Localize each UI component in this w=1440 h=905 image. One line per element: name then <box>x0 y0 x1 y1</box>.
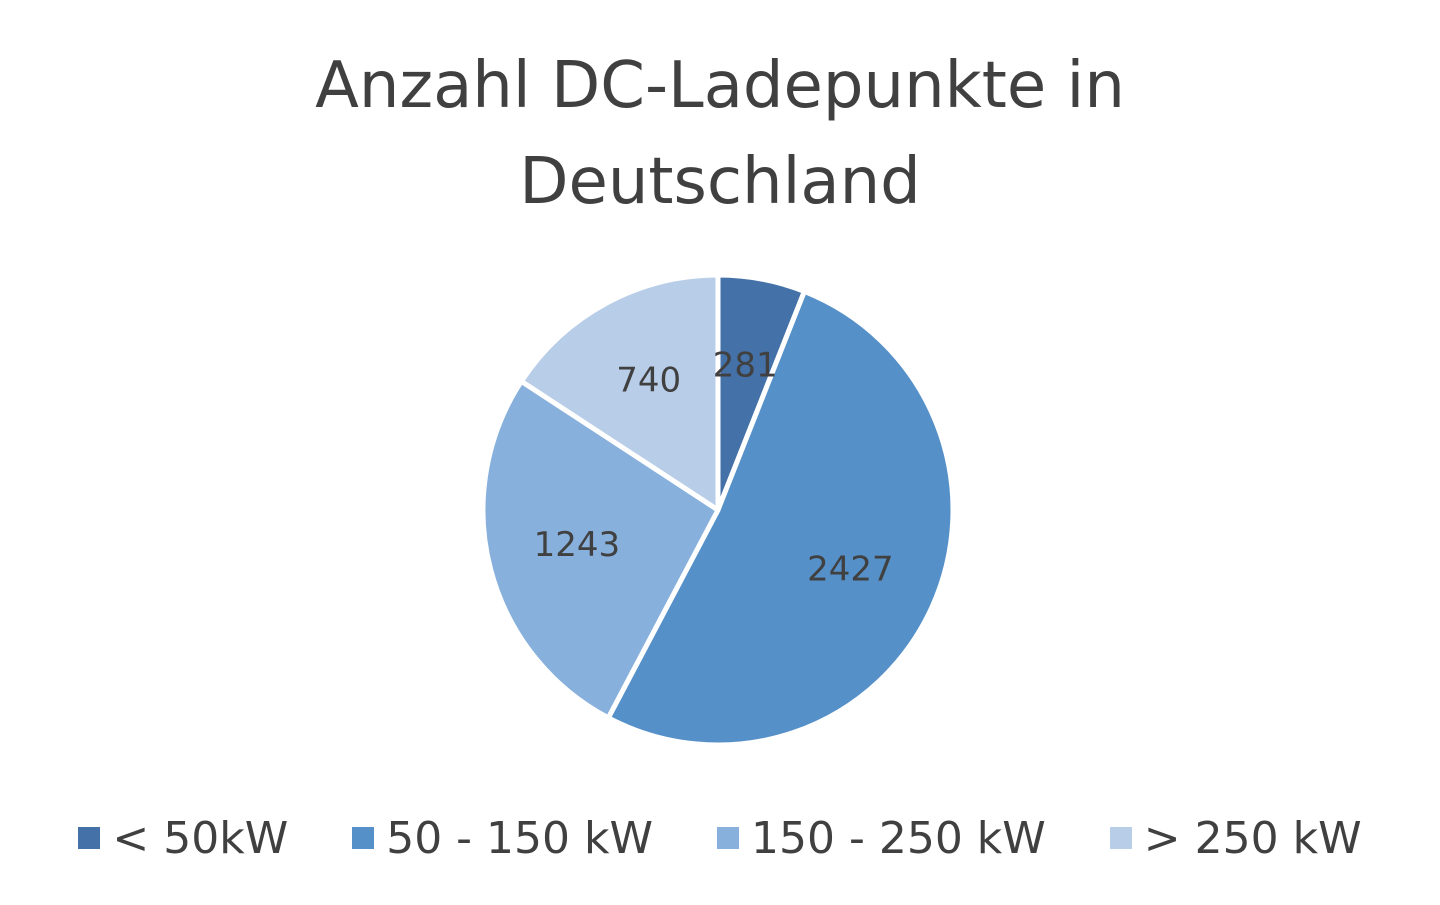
pie-slice-150-250-kw <box>480 378 721 721</box>
data-label-50kw: 281 <box>713 345 778 385</box>
data-label-50-150-kw: 2427 <box>807 549 894 589</box>
legend: < 50kW 50 - 150 kW 150 - 250 kW > 250 kW <box>0 810 1440 866</box>
legend-label-under-50kw: < 50kW <box>112 812 289 864</box>
pie-data-labels: 281 2427 1243 740 <box>534 345 894 589</box>
legend-item-150-250kw: 150 - 250 kW <box>717 813 1046 864</box>
legend-item-over-250kw: > 250 kW <box>1109 812 1362 864</box>
legend-label-150-250kw: 150 - 250 kW <box>751 812 1046 864</box>
chart-title-line-1: Anzahl DC-Ladepunkte in <box>315 49 1125 123</box>
legend-swatch-150-250kw <box>717 827 739 849</box>
legend-swatch-50-150kw <box>352 827 375 849</box>
legend-item-50-150kw: 50 - 150 kW <box>352 813 653 864</box>
chart-title: Anzahl DC-Ladepunkte in Deutschland <box>0 38 1440 230</box>
pie-slice-50-150-kw <box>605 288 956 748</box>
legend-item-under-50kw: < 50kW <box>78 813 288 864</box>
chart-title-line-2: Deutschland <box>519 145 921 219</box>
pie-slice-250-kw <box>518 272 721 513</box>
legend-swatch-under-50kw <box>78 827 101 849</box>
legend-swatch-over-250kw <box>1109 827 1132 849</box>
legend-label-over-250kw: > 250 kW <box>1143 812 1362 864</box>
pie-slices <box>480 272 956 748</box>
legend-label-50-150kw: 50 - 150 kW <box>386 812 653 864</box>
data-label-250-kw: 740 <box>616 360 681 400</box>
data-label-150-250-kw: 1243 <box>534 525 621 565</box>
